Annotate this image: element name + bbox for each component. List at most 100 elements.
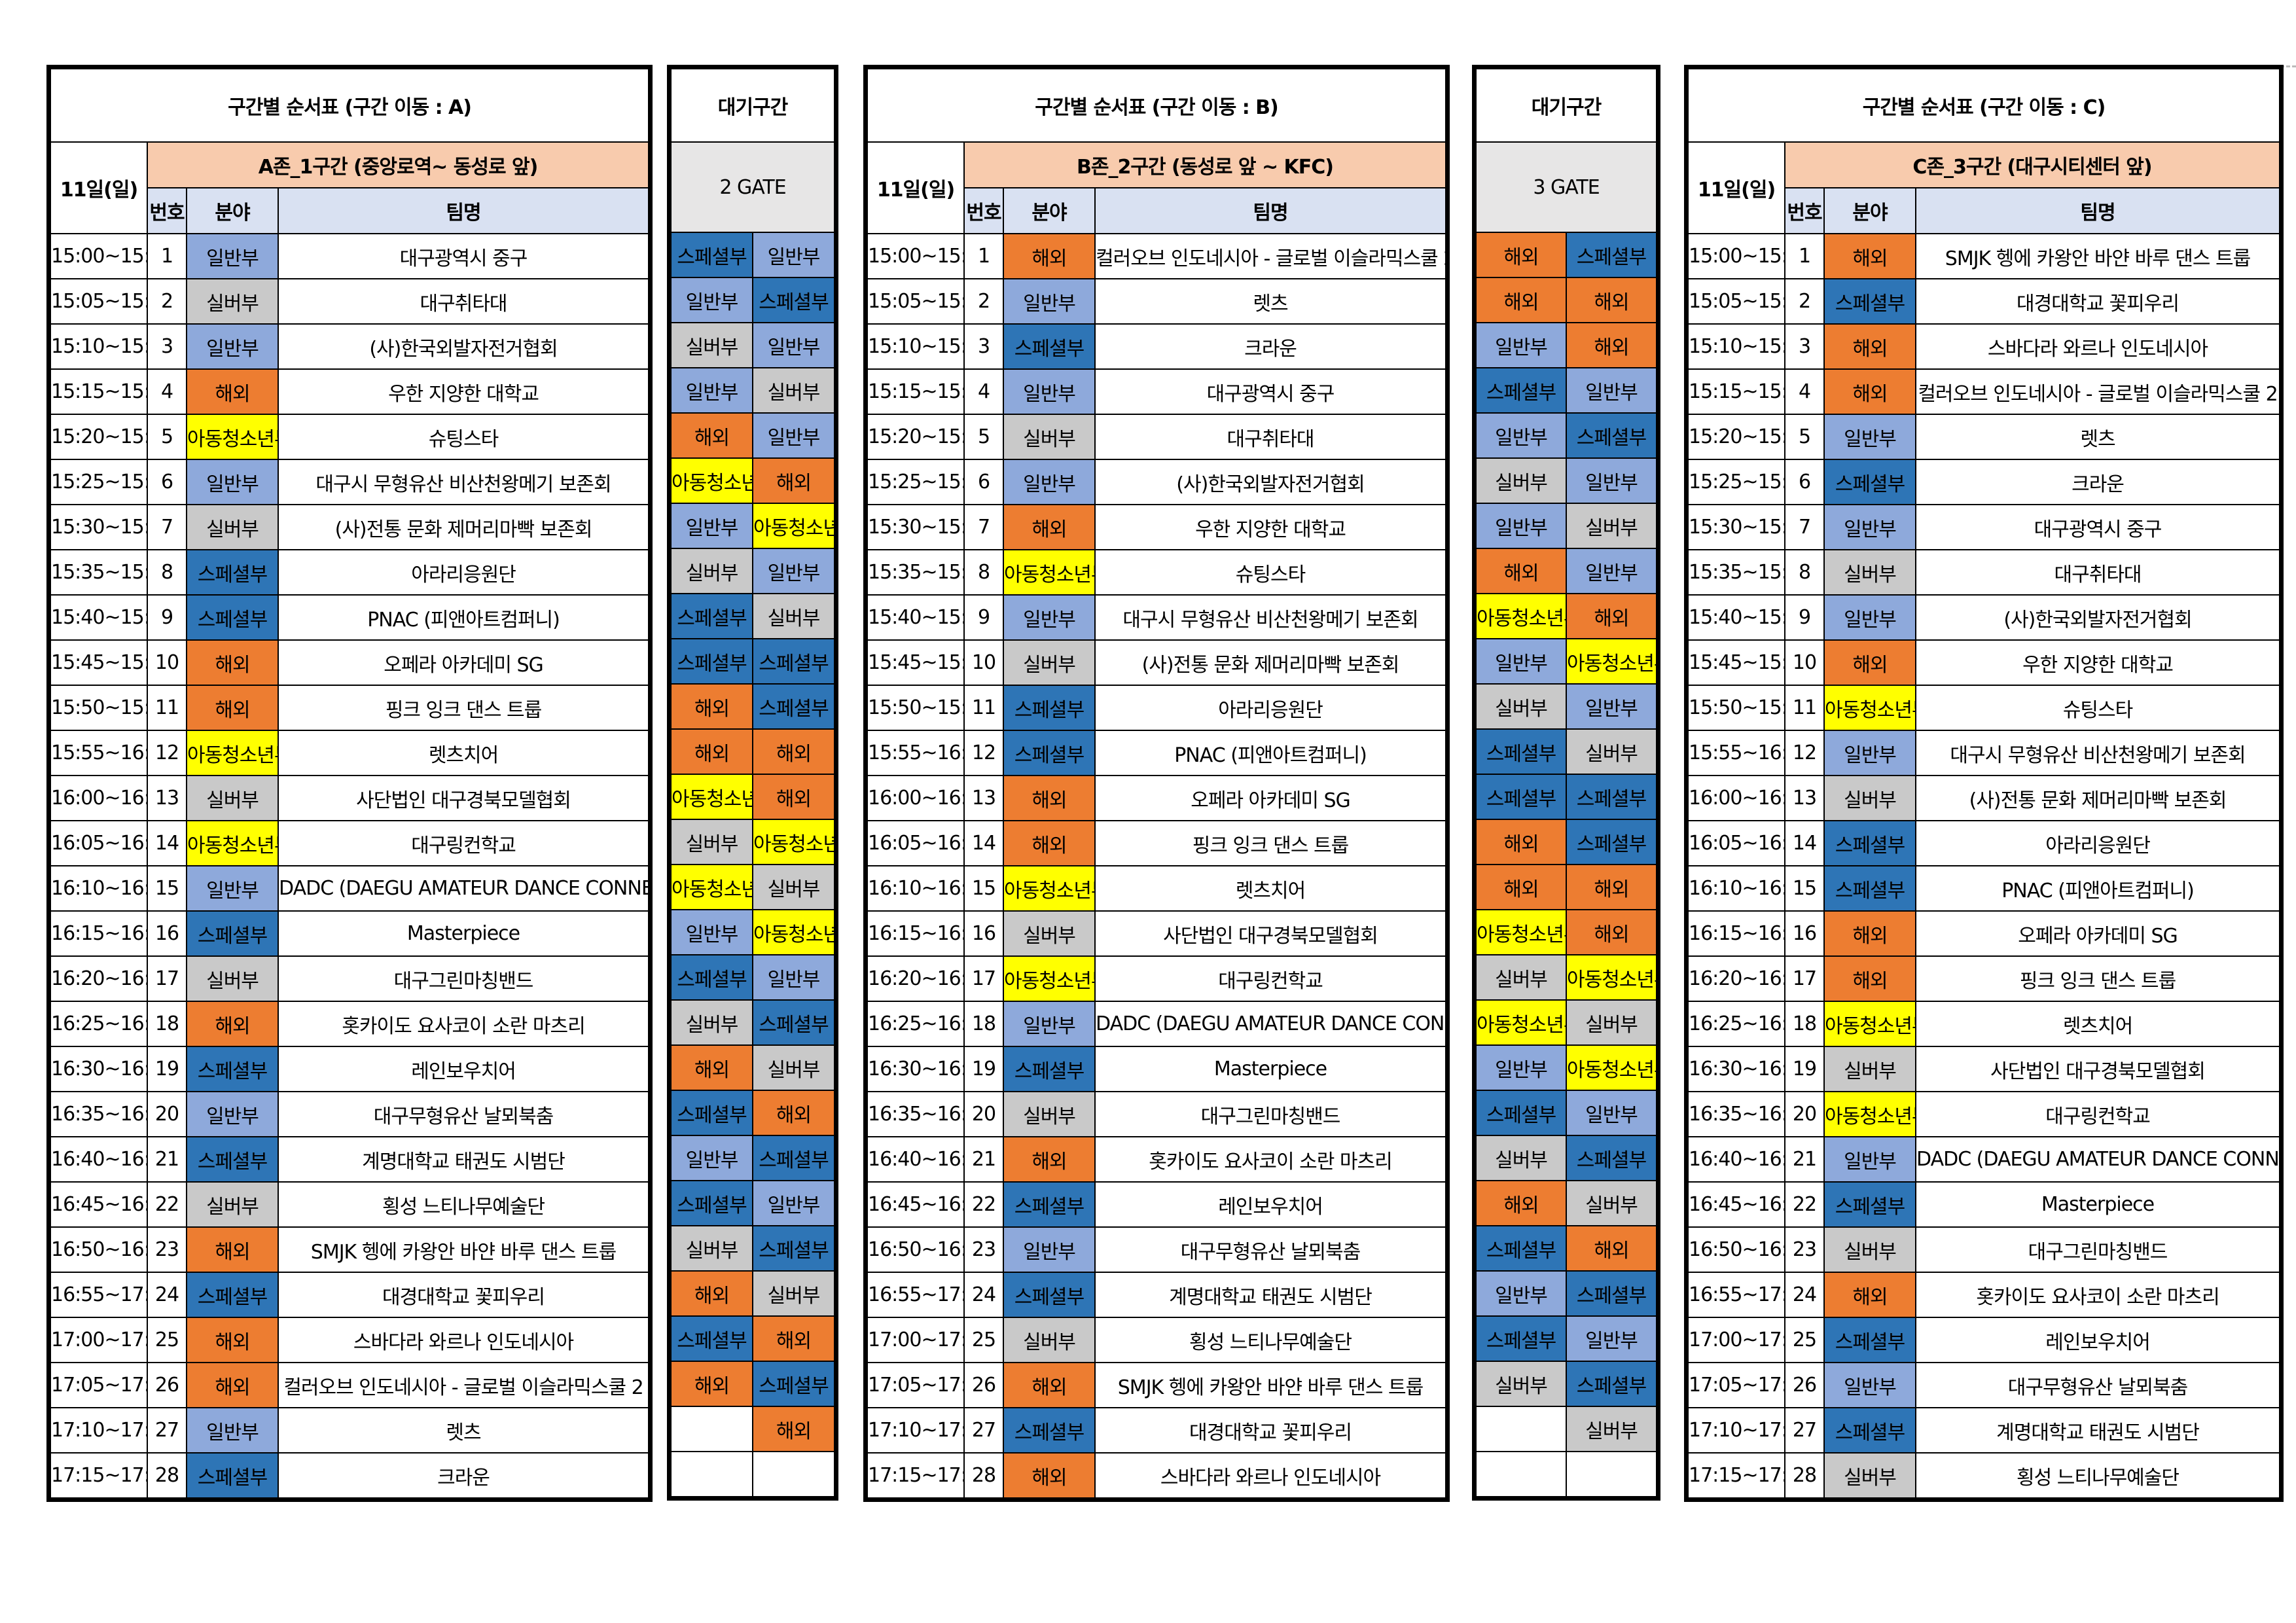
waiting-category-cell: 아동청소년부 [1475,909,1567,955]
team-name: 렛츠치어 [277,730,650,776]
order-number: 4 [1784,368,1825,415]
time-slot: 17:15~17:20 [1687,1452,1785,1499]
waiting-row: 해외 해외 [670,728,835,775]
time-slot: 16:25~16:30 [1687,1001,1785,1047]
time-slot: 16:30~16:35 [50,1046,148,1092]
table-row: 15:45~15:5010해외오페라 아카데미 SG [50,639,650,686]
table-row: 15:40~15:459일반부(사)한국외발자전거협회 [1687,594,2281,641]
waiting-category-cell: 실버부 [670,322,753,368]
table-row: 16:05~16:1014스페셜부아라리응원단 [1687,820,2281,866]
waiting-category-cell: 일반부 [752,232,835,278]
category-cell: 일반부 [1003,368,1096,415]
team-name: (사)한국외발자전거협회 [1094,459,1447,505]
schedule-title: 구간별 순서표 (구간 이동 : B) [866,68,1447,143]
category-cell: 아동청소년부 [1003,955,1096,1002]
team-name: 슈팅스타 [1914,685,2281,731]
waiting-category-cell: 해외 [1475,819,1567,865]
waiting-table-3gate: 대기구간 3 GATE 해외 스페셜부 해외 해외 일반부 해외 스페셜부 일반부 일반부 스페셜… [1472,65,1660,1501]
waiting-category-cell: 스페셜부 [1475,728,1567,775]
time-slot: 16:00~16:05 [50,775,148,821]
order-number: 5 [147,414,187,460]
waiting-category-cell: 실버부 [752,1270,835,1317]
waiting-category-cell: 실버부 [670,819,753,865]
category-cell: 해외 [186,685,279,731]
time-slot: 15:10~15:15 [50,323,148,370]
category-cell: 스페셜부 [1823,1407,1916,1454]
table-row: 15:45~15:5010실버부(사)전통 문화 제머리마빡 보존회 [867,639,1447,686]
waiting-category-cell: 일반부 [1566,457,1657,504]
category-cell: 해외 [186,1001,279,1047]
time-slot: 15:25~15:30 [1687,459,1785,505]
waiting-category-cell: 아동청소년부 [670,774,753,820]
waiting-row: 해외 [670,1406,835,1452]
time-slot: 16:10~16:15 [50,865,148,912]
waiting-category-cell: 일반부 [752,954,835,1001]
time-slot: 17:15~17:20 [50,1452,148,1499]
time-slot: 15:30~15:35 [867,504,965,550]
waiting-category-cell: 해외 [670,1361,753,1407]
team-name: 대구그린마칭밴드 [1094,1091,1447,1137]
team-name: 슈팅스타 [1094,549,1447,596]
order-number: 4 [147,368,187,415]
waiting-row: 실버부아동청소년부 [670,819,835,865]
team-name: 대구취타대 [1914,549,2281,596]
time-slot: 15:55~16:00 [1687,730,1785,776]
time-slot: 15:40~15:45 [50,594,148,641]
table-row: 16:20~16:2517실버부대구그린마칭밴드 [50,955,650,1002]
category-cell: 해외 [1823,323,1916,370]
waiting-category-cell: 스페셜부 [752,1135,835,1181]
waiting-row: 해외 스페셜부 [670,683,835,730]
order-number: 28 [963,1452,1004,1499]
table-row: 15:35~15:408아동청소년부슈팅스타 [867,549,1447,596]
waiting-category-cell: 일반부 [670,367,753,414]
category-cell: 스페셜부 [186,1136,279,1183]
team-name: DADC (DAEGU AMATEUR DANCE CONNECTION) [1914,1136,2281,1183]
team-name: DADC (DAEGU AMATEUR DANCE CONNECTION) [1094,1001,1447,1047]
waiting-row: 스페셜부 해외 [1475,1225,1657,1272]
order-number: 12 [147,730,187,776]
waiting-row: 실버부 일반부 [1475,457,1657,504]
order-number: 19 [147,1046,187,1092]
col-header-team: 팀명 [277,187,650,234]
order-number: 20 [963,1091,1004,1137]
team-name: 레인보우치어 [277,1046,650,1092]
waiting-row: 아동청소년부해외 [1475,593,1657,639]
team-name: 계명대학교 태권도 시범단 [1094,1272,1447,1318]
order-number: 15 [147,865,187,912]
order-number: 27 [1784,1407,1825,1454]
order-number: 18 [963,1001,1004,1047]
schedule-title: 구간별 순서표 (구간 이동 : C) [1687,68,2281,143]
waiting-row: 일반부아동청소년부 [670,909,835,955]
time-slot: 16:25~16:30 [50,1001,148,1047]
order-number: 18 [1784,1001,1825,1047]
waiting-row: 해외 일반부 [670,412,835,459]
waiting-row: 일반부아동청소년부 [1475,638,1657,685]
table-row: 15:45~15:5010해외우한 지양한 대학교 [1687,639,2281,686]
waiting-category-cell: 일반부 [670,909,753,955]
waiting-row: 일반부 해외 [1475,322,1657,368]
time-slot: 17:10~17:15 [867,1407,965,1454]
team-name: 레인보우치어 [1094,1181,1447,1228]
table-row: 15:30~15:357실버부(사)전통 문화 제머리마빡 보존회 [50,504,650,550]
order-number: 3 [147,323,187,370]
category-cell: 실버부 [186,1181,279,1228]
category-cell: 스페셜부 [1003,1407,1096,1454]
category-cell: 아동청소년부 [1823,1001,1916,1047]
waiting-category-cell: 스페셜부 [1566,1361,1657,1407]
waiting-title: 대기구간 [670,68,835,143]
category-cell: 아동청소년부 [186,820,279,866]
team-name: (사)전통 문화 제머리마빡 보존회 [1094,639,1447,686]
table-row: 15:30~15:357일반부대구광역시 중구 [1687,504,2281,550]
category-cell: 스페셜부 [1003,685,1096,731]
time-slot: 16:45~16:50 [867,1181,965,1228]
time-slot: 15:00~15:05 [867,233,965,279]
schedule-table-a: 구간별 순서표 (구간 이동 : A) 11일(일) A존_1구간 (중앙로역~… [46,65,653,1502]
time-slot: 16:20~16:25 [50,955,148,1002]
table-row: 15:40~15:459스페셜부PNAC (피앤아트컴퍼니) [50,594,650,641]
order-number: 1 [1784,233,1825,279]
waiting-row: 해외 실버부 [670,1270,835,1317]
team-name: 대구링컨학교 [1094,955,1447,1002]
team-name: 스바다라 와르나 인도네시아 [277,1317,650,1363]
team-name: 대구광역시 중구 [1094,368,1447,415]
